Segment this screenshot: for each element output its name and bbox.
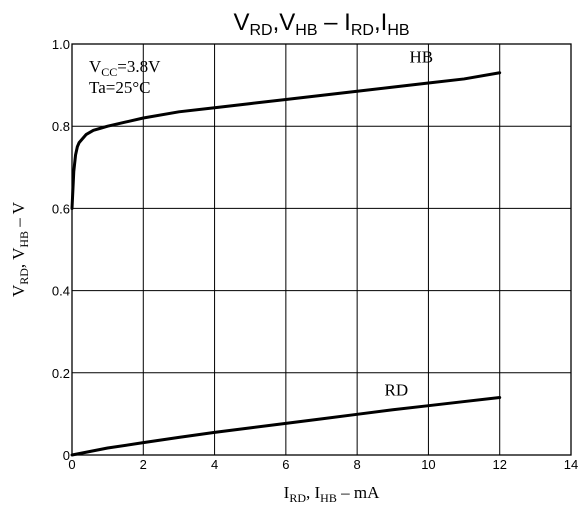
label-subscript: RD <box>249 22 272 39</box>
annotation-line: Ta=25°C <box>89 78 150 97</box>
series-lines <box>70 71 502 457</box>
annotation-line: VCC​=3.8V <box>89 57 161 79</box>
label-part: , I <box>306 483 321 502</box>
x-tick-label: 2 <box>140 457 147 472</box>
label-part: =3.8V <box>117 57 161 76</box>
y-tick-label: 0.8 <box>52 119 70 134</box>
label-subscript: HB <box>387 22 409 39</box>
x-tick-label: 4 <box>211 457 218 472</box>
x-tick-label: 8 <box>354 457 361 472</box>
x-axis-label: IRD​, IHB​ – mA <box>284 483 380 505</box>
grid <box>71 43 572 456</box>
label-subscript: RD <box>17 268 31 285</box>
series-label-hb: HB <box>409 47 433 66</box>
series-labels: HB RD <box>385 47 434 399</box>
label-part: – V <box>9 201 28 231</box>
label-subscript: HB <box>295 22 317 39</box>
y-tick-label: 0 <box>63 448 70 463</box>
y-tick-label: 0.4 <box>52 284 70 299</box>
x-tick-label: 14 <box>564 457 578 472</box>
x-tick-label: 6 <box>282 457 289 472</box>
y-tick-label: 1.0 <box>52 37 70 52</box>
plot-frame <box>71 43 572 456</box>
y-tick-label: 0.2 <box>52 366 70 381</box>
label-part: V <box>89 57 102 76</box>
label-part: V <box>9 284 28 297</box>
label-subscript: RD <box>289 491 306 505</box>
x-tick-label: 12 <box>492 457 506 472</box>
label-part: Ta=25°C <box>89 78 150 97</box>
x-tick-label: 10 <box>421 457 435 472</box>
label-part: V <box>233 9 249 36</box>
series-line-rd <box>70 395 502 457</box>
label-subscript: RD <box>351 22 374 39</box>
label-part: – mA <box>337 483 380 502</box>
y-tick-label: 0.6 <box>52 201 70 216</box>
y-axis-label: VRD​, VHB​ – V <box>9 201 31 297</box>
label-subscript: HB <box>17 231 31 248</box>
label-part: , V <box>9 247 28 268</box>
label-part: ,I <box>374 9 387 36</box>
series-label-rd: RD <box>385 380 409 399</box>
x-axis-ticks: 0 2 4 6 8 10 12 14 <box>68 457 578 472</box>
label-part: – I <box>318 9 351 36</box>
series-line-hb <box>70 71 502 210</box>
label-subscript: CC <box>101 65 117 79</box>
label-part: I <box>284 483 290 502</box>
label-part: ,V <box>273 9 296 36</box>
x-tick-label: 0 <box>68 457 75 472</box>
label-subscript: HB <box>320 491 337 505</box>
chart-title: VRD​,VHB​ – IRD​,IHB​ <box>233 9 409 39</box>
y-axis-ticks: 0 0.2 0.4 0.6 0.8 1.0 <box>52 37 70 463</box>
